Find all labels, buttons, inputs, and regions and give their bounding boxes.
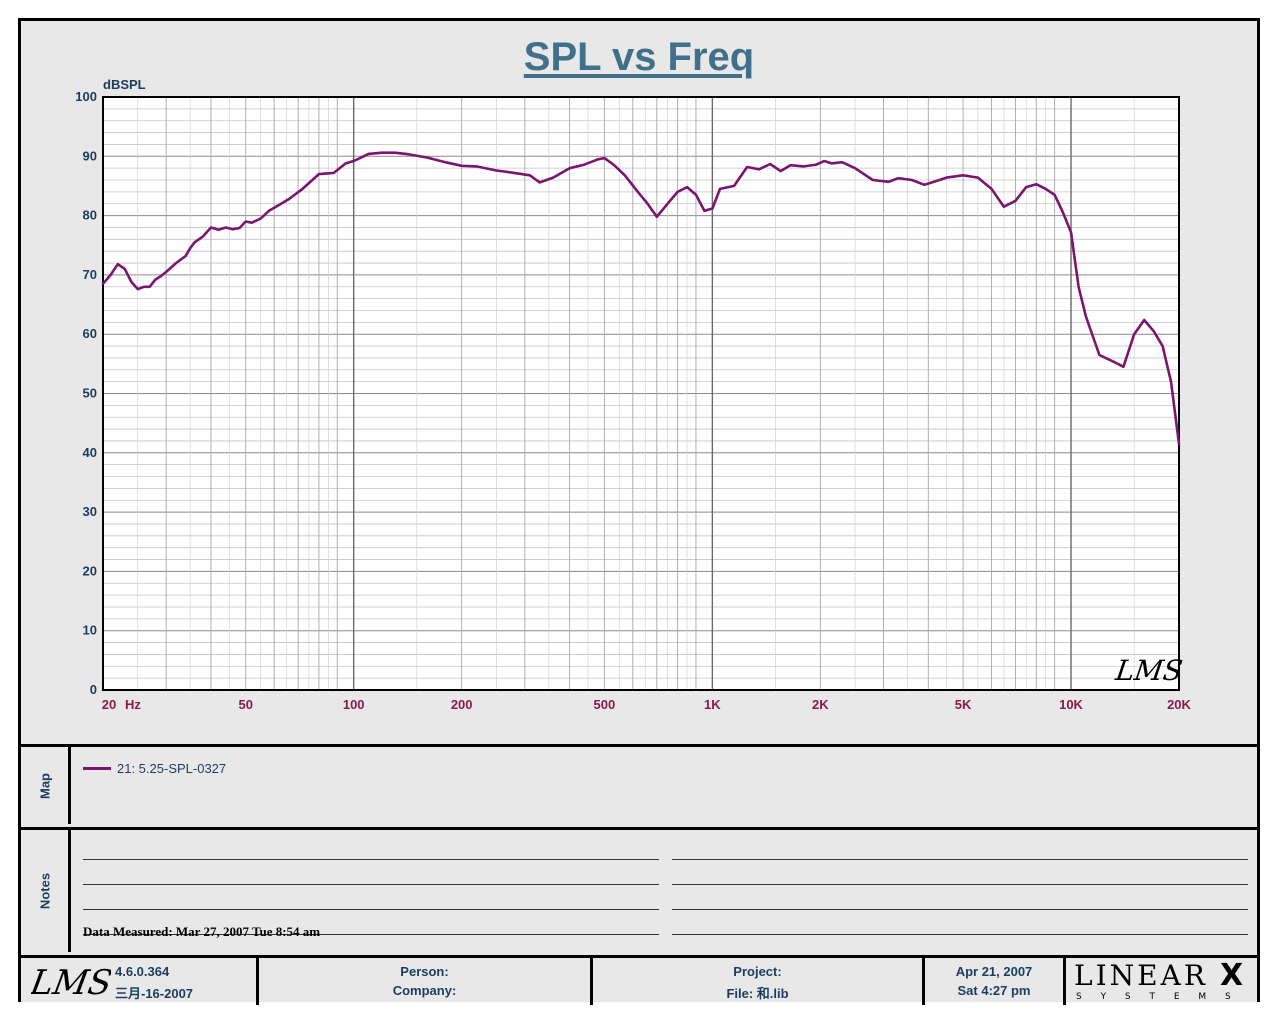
y-tick-label: 60 (83, 326, 97, 341)
linearx-systems-text: S Y S T E M S (1076, 992, 1239, 1002)
report-sheet: SPL vs Freq 0 10 20 30 40 50 60 70 80 90 100 dBSPL 2… (18, 18, 1260, 1005)
notes-panel: Notes Data Measured: Mar 27, 2007 Tue 8:… (21, 827, 1257, 952)
x-tick-label: 10K (1059, 697, 1083, 712)
footer-person-cell: Person: Company: (259, 958, 593, 1005)
date-text: Apr 21, 2007 (955, 964, 1033, 979)
company-label: Company: (392, 983, 457, 998)
series-line (101, 151, 1181, 446)
note-line (672, 934, 1248, 935)
graph-panel: SPL vs Freq 0 10 20 30 40 50 60 70 80 90 100 dBSPL 2… (21, 21, 1257, 741)
lms-logo-text: LMS (31, 963, 111, 1003)
build-date-text: 三月-16-2007 (115, 986, 194, 1001)
y-tick-label: 0 (90, 682, 97, 697)
legend-swatch (83, 767, 111, 770)
map-panel: Map 21: 5.25-SPL-0327 (21, 744, 1257, 824)
footer-panel: LMS 4.6.0.364 三月-16-2007 Person: Company… (21, 955, 1257, 1005)
note-line (83, 884, 659, 885)
x-tick-label: 50 (238, 697, 252, 712)
y-tick-label: 100 (75, 89, 97, 104)
x-tick-label: 20 (102, 697, 116, 712)
project-label: Project: (733, 964, 782, 979)
footer-brand-cell: LINEAR X S Y S T E M S (1066, 958, 1257, 1005)
linearx-brand-text: LINEAR (1074, 959, 1208, 992)
note-line (83, 909, 659, 910)
x-tick-label: 5K (955, 697, 972, 712)
note-line (672, 909, 1248, 910)
linearx-brand-x: X (1220, 958, 1243, 993)
map-side-label: Map (21, 747, 71, 824)
version-text: 4.6.0.364 (115, 964, 170, 979)
y-tick-label: 90 (83, 148, 97, 163)
x-tick-label: 2K (812, 697, 829, 712)
x-tick-label: 20K (1167, 697, 1191, 712)
lms-logo: LMS (31, 963, 111, 1003)
lms-watermark: LMS (1113, 654, 1185, 687)
y-tick-label: 10 (83, 623, 97, 638)
spl-chart: 0 10 20 30 40 50 60 70 80 90 100 dBSPL 20 50 100 200 500… (75, 77, 1191, 712)
y-tick-label: 20 (83, 563, 97, 578)
chart-title: SPL vs Freq (523, 35, 755, 79)
footer-version-cell: LMS 4.6.0.364 三月-16-2007 (21, 958, 259, 1005)
y-axis-label: dBSPL (103, 77, 146, 92)
y-tick-label: 70 (83, 267, 97, 282)
x-tick-label: 1K (704, 697, 721, 712)
y-tick-label: 80 (83, 208, 97, 223)
y-tick-label: 30 (83, 504, 97, 519)
y-tick-label: 40 (83, 445, 97, 460)
legend-text: 21: 5.25-SPL-0327 (117, 761, 227, 776)
x-tick-label: 500 (594, 697, 616, 712)
footer-project-cell: Project: File: 和.lib (593, 958, 925, 1005)
note-line (672, 859, 1248, 860)
note-line (672, 884, 1248, 885)
map-label: Map (37, 772, 52, 799)
plot-border (102, 96, 1180, 691)
x-tick-label: 200 (451, 697, 473, 712)
person-label: Person: (400, 964, 449, 979)
linearx-logo: LINEAR X S Y S T E M S (1074, 958, 1243, 1002)
file-label: File: 和.lib (726, 986, 789, 1001)
x-tick-label: 100 (343, 697, 365, 712)
y-tick-label: 50 (83, 386, 97, 401)
notes-label: Notes (37, 872, 52, 910)
footer-date-cell: Apr 21, 2007 Sat 4:27 pm (925, 958, 1066, 1005)
data-measured-text: Data Measured: Mar 27, 2007 Tue 8:54 am (83, 924, 321, 939)
notes-side-label: Notes (21, 830, 71, 952)
x-unit-label: Hz (125, 697, 141, 712)
legend-entry[interactable]: 21: 5.25-SPL-0327 (83, 761, 226, 776)
note-line (83, 859, 659, 860)
time-text: Sat 4:27 pm (957, 983, 1031, 998)
note-line (83, 934, 659, 935)
